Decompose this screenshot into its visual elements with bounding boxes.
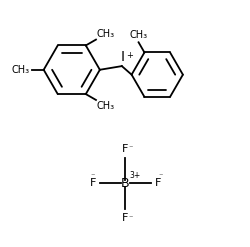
Text: F: F bbox=[154, 178, 161, 188]
Text: 3+: 3+ bbox=[129, 171, 140, 180]
Text: CH₃: CH₃ bbox=[129, 30, 147, 40]
Text: ⁻: ⁻ bbox=[157, 171, 162, 180]
Text: F: F bbox=[122, 213, 128, 223]
Text: ⁻: ⁻ bbox=[128, 144, 132, 153]
Text: CH₃: CH₃ bbox=[96, 101, 114, 111]
Text: CH₃: CH₃ bbox=[12, 65, 30, 75]
Text: CH₃: CH₃ bbox=[96, 29, 114, 39]
Text: +: + bbox=[126, 51, 132, 60]
Text: F: F bbox=[122, 144, 128, 154]
Text: F: F bbox=[89, 178, 96, 188]
Text: ⁻: ⁻ bbox=[128, 213, 132, 222]
Text: ⁻: ⁻ bbox=[90, 171, 94, 180]
Text: I: I bbox=[120, 50, 124, 64]
Text: B: B bbox=[121, 177, 129, 190]
